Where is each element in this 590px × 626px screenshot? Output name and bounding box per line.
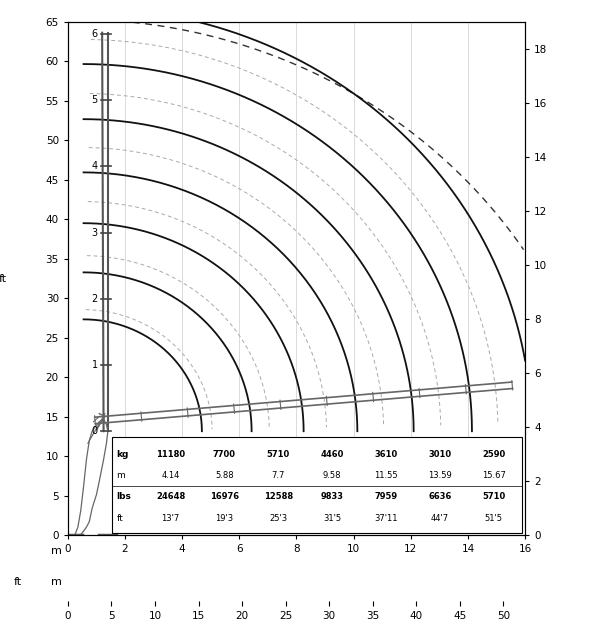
Text: 7700: 7700 xyxy=(213,450,236,459)
Text: 16976: 16976 xyxy=(210,492,239,501)
Text: 51'5: 51'5 xyxy=(485,514,503,523)
Text: 1: 1 xyxy=(91,360,98,370)
Text: 7959: 7959 xyxy=(375,492,398,501)
Text: m: m xyxy=(116,471,125,480)
Text: kg: kg xyxy=(116,450,129,459)
Text: 15.67: 15.67 xyxy=(482,471,506,480)
Text: 44'7: 44'7 xyxy=(431,514,449,523)
Text: 9833: 9833 xyxy=(321,492,344,501)
Text: 2: 2 xyxy=(91,294,98,304)
Text: 3610: 3610 xyxy=(375,450,398,459)
Text: 37'11: 37'11 xyxy=(374,514,398,523)
Text: 6636: 6636 xyxy=(428,492,452,501)
Text: 5710: 5710 xyxy=(267,450,290,459)
Text: 3010: 3010 xyxy=(428,450,451,459)
Text: 12588: 12588 xyxy=(264,492,293,501)
Text: 5710: 5710 xyxy=(482,492,506,501)
Text: m: m xyxy=(51,577,61,587)
Text: 13.59: 13.59 xyxy=(428,471,452,480)
Text: 24648: 24648 xyxy=(156,492,185,501)
Text: 5.88: 5.88 xyxy=(215,471,234,480)
Text: 6: 6 xyxy=(91,29,98,39)
Text: ft: ft xyxy=(14,577,22,587)
Text: 0: 0 xyxy=(91,426,98,436)
Text: 4460: 4460 xyxy=(320,450,344,459)
Text: ft: ft xyxy=(116,514,123,523)
Text: 9.58: 9.58 xyxy=(323,471,342,480)
FancyBboxPatch shape xyxy=(112,437,522,533)
Text: 11180: 11180 xyxy=(156,450,185,459)
Text: lbs: lbs xyxy=(116,492,132,501)
Text: 11.55: 11.55 xyxy=(374,471,398,480)
Text: 2590: 2590 xyxy=(482,450,506,459)
Text: 25'3: 25'3 xyxy=(269,514,287,523)
Text: m: m xyxy=(51,546,61,556)
Text: 7.7: 7.7 xyxy=(271,471,285,480)
Text: 4.14: 4.14 xyxy=(161,471,180,480)
Text: 4: 4 xyxy=(91,162,98,172)
Text: 5: 5 xyxy=(91,95,98,105)
Text: 19'3: 19'3 xyxy=(215,514,234,523)
Text: 13'7: 13'7 xyxy=(162,514,179,523)
Text: ft: ft xyxy=(0,274,7,284)
Text: 3: 3 xyxy=(91,228,98,238)
Text: 31'5: 31'5 xyxy=(323,514,341,523)
